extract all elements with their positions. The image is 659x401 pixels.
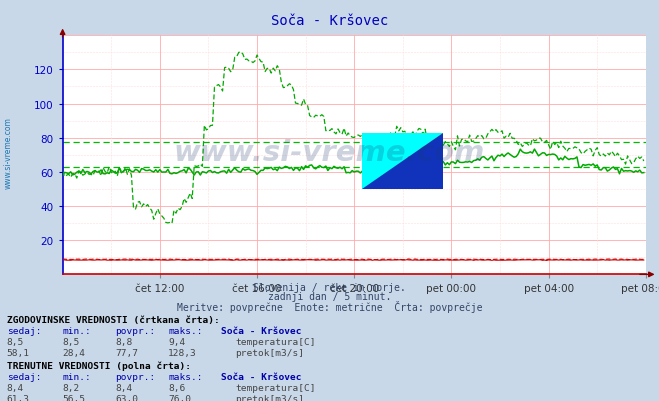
Text: maks.:: maks.: (168, 372, 202, 381)
Text: Meritve: povprečne  Enote: metrične  Črta: povprečje: Meritve: povprečne Enote: metrične Črta:… (177, 300, 482, 312)
Text: 8,6: 8,6 (168, 383, 185, 392)
Text: 128,3: 128,3 (168, 348, 197, 357)
Polygon shape (362, 133, 442, 190)
Text: Slovenija / reke in morje.: Slovenija / reke in morje. (253, 283, 406, 293)
Text: 8,8: 8,8 (115, 337, 132, 346)
Text: 8,2: 8,2 (63, 383, 80, 392)
Text: 8,5: 8,5 (7, 337, 24, 346)
Text: Soča - Kršovec: Soča - Kršovec (271, 14, 388, 28)
Text: 28,4: 28,4 (63, 348, 86, 357)
Text: temperatura[C]: temperatura[C] (235, 383, 316, 392)
Text: ZGODOVINSKE VREDNOSTI (črtkana črta):: ZGODOVINSKE VREDNOSTI (črtkana črta): (7, 315, 219, 324)
Text: sedaj:: sedaj: (7, 326, 41, 335)
Text: TRENUTNE VREDNOSTI (polna črta):: TRENUTNE VREDNOSTI (polna črta): (7, 360, 190, 370)
Text: temperatura[C]: temperatura[C] (235, 337, 316, 346)
Text: pretok[m3/s]: pretok[m3/s] (235, 394, 304, 401)
Text: min.:: min.: (63, 372, 92, 381)
Text: www.si-vreme.com: www.si-vreme.com (174, 138, 485, 166)
Text: 58,1: 58,1 (7, 348, 30, 357)
Text: min.:: min.: (63, 326, 92, 335)
Text: 9,4: 9,4 (168, 337, 185, 346)
Text: maks.:: maks.: (168, 326, 202, 335)
Text: povpr.:: povpr.: (115, 326, 156, 335)
Text: sedaj:: sedaj: (7, 372, 41, 381)
Text: 8,5: 8,5 (63, 337, 80, 346)
Text: 61,3: 61,3 (7, 394, 30, 401)
Text: 56,5: 56,5 (63, 394, 86, 401)
Text: Soča - Kršovec: Soča - Kršovec (221, 326, 301, 335)
Text: Soča - Kršovec: Soča - Kršovec (221, 372, 301, 381)
Text: 63,0: 63,0 (115, 394, 138, 401)
Text: povpr.:: povpr.: (115, 372, 156, 381)
Polygon shape (362, 133, 442, 190)
Text: 77,7: 77,7 (115, 348, 138, 357)
Text: 8,4: 8,4 (115, 383, 132, 392)
Text: zadnji dan / 5 minut.: zadnji dan / 5 minut. (268, 292, 391, 302)
Text: 76,0: 76,0 (168, 394, 191, 401)
Text: www.si-vreme.com: www.si-vreme.com (3, 117, 13, 188)
Text: pretok[m3/s]: pretok[m3/s] (235, 348, 304, 357)
Text: 8,4: 8,4 (7, 383, 24, 392)
